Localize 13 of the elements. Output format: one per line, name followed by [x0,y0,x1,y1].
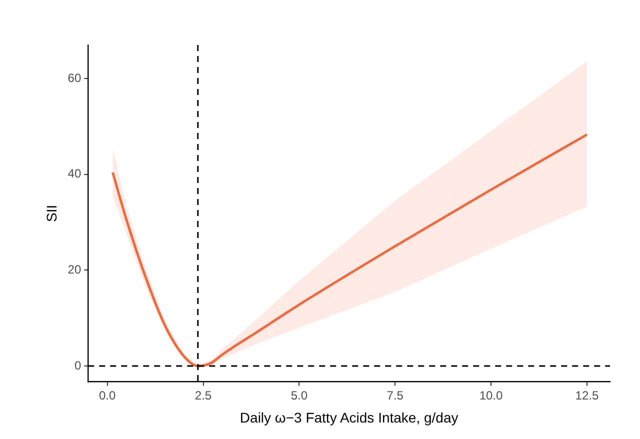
x-axis-title: Daily ω−3 Fatty Acids Intake, g/day [240,409,458,426]
y-tick-label: 0 [74,358,82,372]
y-tick-label: 60 [68,70,82,85]
y-tick-label: 40 [68,166,82,181]
x-tick-label: 10.0 [479,388,504,402]
y-tick-label: 20 [68,262,82,276]
x-tick-label: 0.0 [98,388,116,402]
x-tick-label: 12.5 [575,388,599,402]
x-tick-label: 2.5 [194,388,212,402]
x-tick-label: 5.0 [290,388,308,402]
y-axis-title: SII [43,204,60,222]
x-tick-label: 7.5 [386,388,404,402]
line-series [111,133,588,368]
